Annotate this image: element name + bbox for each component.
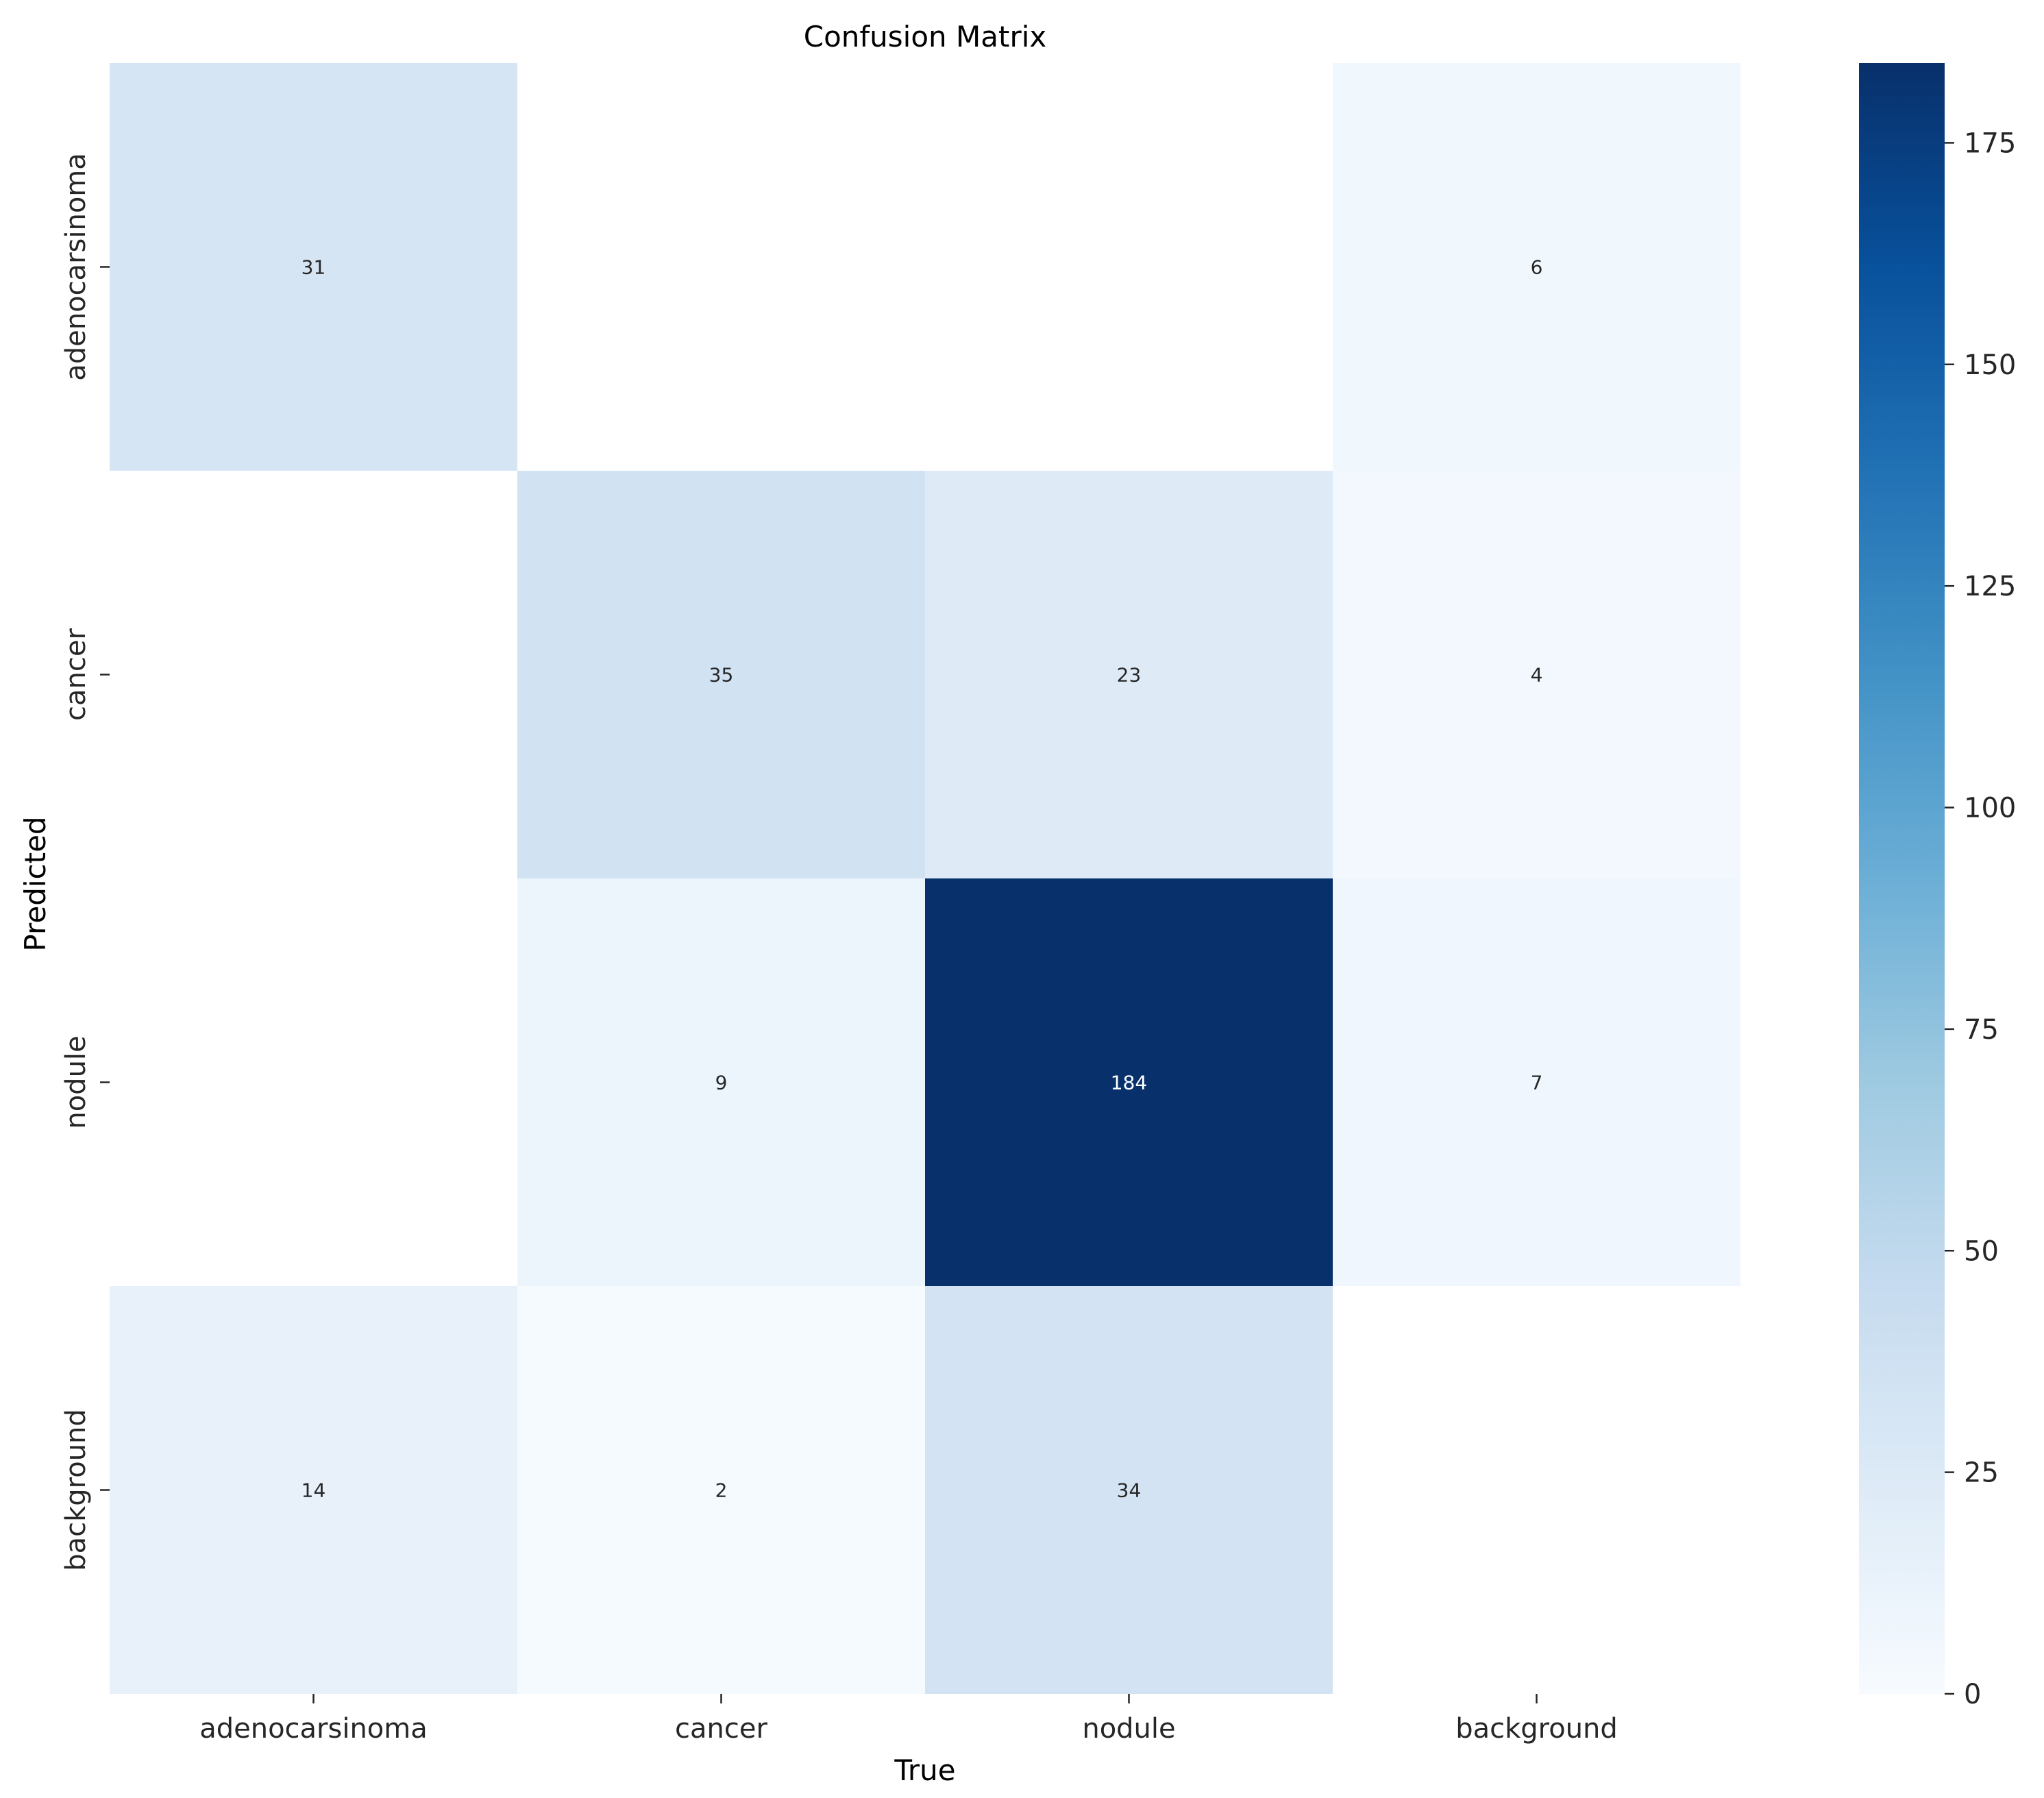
x-tick-label: cancer bbox=[675, 1713, 767, 1745]
heatmap-cells bbox=[110, 63, 1740, 1694]
colorbar-tick-label: 50 bbox=[1964, 1235, 1999, 1267]
heatmap-cell bbox=[925, 878, 1333, 1286]
y-tick-label: cancer bbox=[60, 628, 92, 720]
heatmap-cell bbox=[110, 1286, 517, 1694]
heatmap-cell bbox=[517, 63, 925, 471]
colorbar-tick-label: 100 bbox=[1964, 793, 2016, 824]
cell-value-label: 4 bbox=[1531, 664, 1543, 687]
x-tick-label: nodule bbox=[1082, 1713, 1175, 1745]
x-axis-label: True bbox=[894, 1753, 955, 1787]
y-tick-label: background bbox=[60, 1409, 92, 1571]
cell-value-label: 184 bbox=[1111, 1072, 1147, 1094]
x-tick-label: background bbox=[1455, 1713, 1618, 1745]
x-tick-label: adenocarsinoma bbox=[199, 1713, 428, 1745]
colorbar-tick-label: 25 bbox=[1964, 1457, 1999, 1489]
colorbar-tick-label: 150 bbox=[1964, 349, 2016, 381]
cell-value-label: 9 bbox=[715, 1072, 728, 1094]
heatmap-cell bbox=[517, 1286, 925, 1694]
colorbar-tick-label: 75 bbox=[1964, 1014, 1999, 1046]
cell-value-label: 14 bbox=[301, 1479, 326, 1502]
heatmap-cell bbox=[110, 878, 517, 1286]
cell-value-label: 2 bbox=[715, 1479, 728, 1502]
heatmap-cell bbox=[1333, 878, 1740, 1286]
heatmap-cell bbox=[110, 471, 517, 878]
cell-value-label: 31 bbox=[301, 256, 326, 279]
heatmap-cell bbox=[110, 63, 517, 471]
heatmap-cell bbox=[925, 471, 1333, 878]
colorbar-tick-label: 175 bbox=[1964, 127, 2016, 159]
heatmap-cell bbox=[925, 63, 1333, 471]
chart-title: Confusion Matrix bbox=[804, 20, 1047, 53]
colorbar-tick-label: 125 bbox=[1964, 571, 2016, 602]
heatmap-cell bbox=[517, 878, 925, 1286]
heatmap-cell bbox=[1333, 63, 1740, 471]
y-tick-label: nodule bbox=[60, 1035, 92, 1129]
heatmap-cell bbox=[925, 1286, 1333, 1694]
colorbar-tick-label: 0 bbox=[1964, 1679, 1981, 1710]
heatmap-cell bbox=[1333, 471, 1740, 878]
cell-value-label: 35 bbox=[709, 664, 734, 687]
cell-value-label: 34 bbox=[1117, 1479, 1142, 1502]
heatmap-cell bbox=[517, 471, 925, 878]
colorbar-ticks: 0 25 50 75 100 125 150 175 bbox=[1945, 127, 2016, 1710]
y-tick-label: adenocarsinoma bbox=[60, 153, 92, 381]
colorbar bbox=[1859, 63, 1945, 1694]
cell-value-label: 23 bbox=[1117, 664, 1142, 687]
heatmap-cell-labels: 31 635 23 49 184 714 2 34 bbox=[301, 256, 1543, 1502]
cell-value-label: 6 bbox=[1531, 256, 1543, 279]
y-axis-ticks: adenocarsinoma cancer nodule background bbox=[60, 153, 110, 1571]
cell-value-label: 7 bbox=[1531, 1072, 1543, 1094]
y-axis-label: Predicted bbox=[19, 816, 52, 951]
x-axis-ticks: adenocarsinoma cancer nodule background bbox=[199, 1694, 1618, 1745]
heatmap-cell bbox=[1333, 1286, 1740, 1694]
